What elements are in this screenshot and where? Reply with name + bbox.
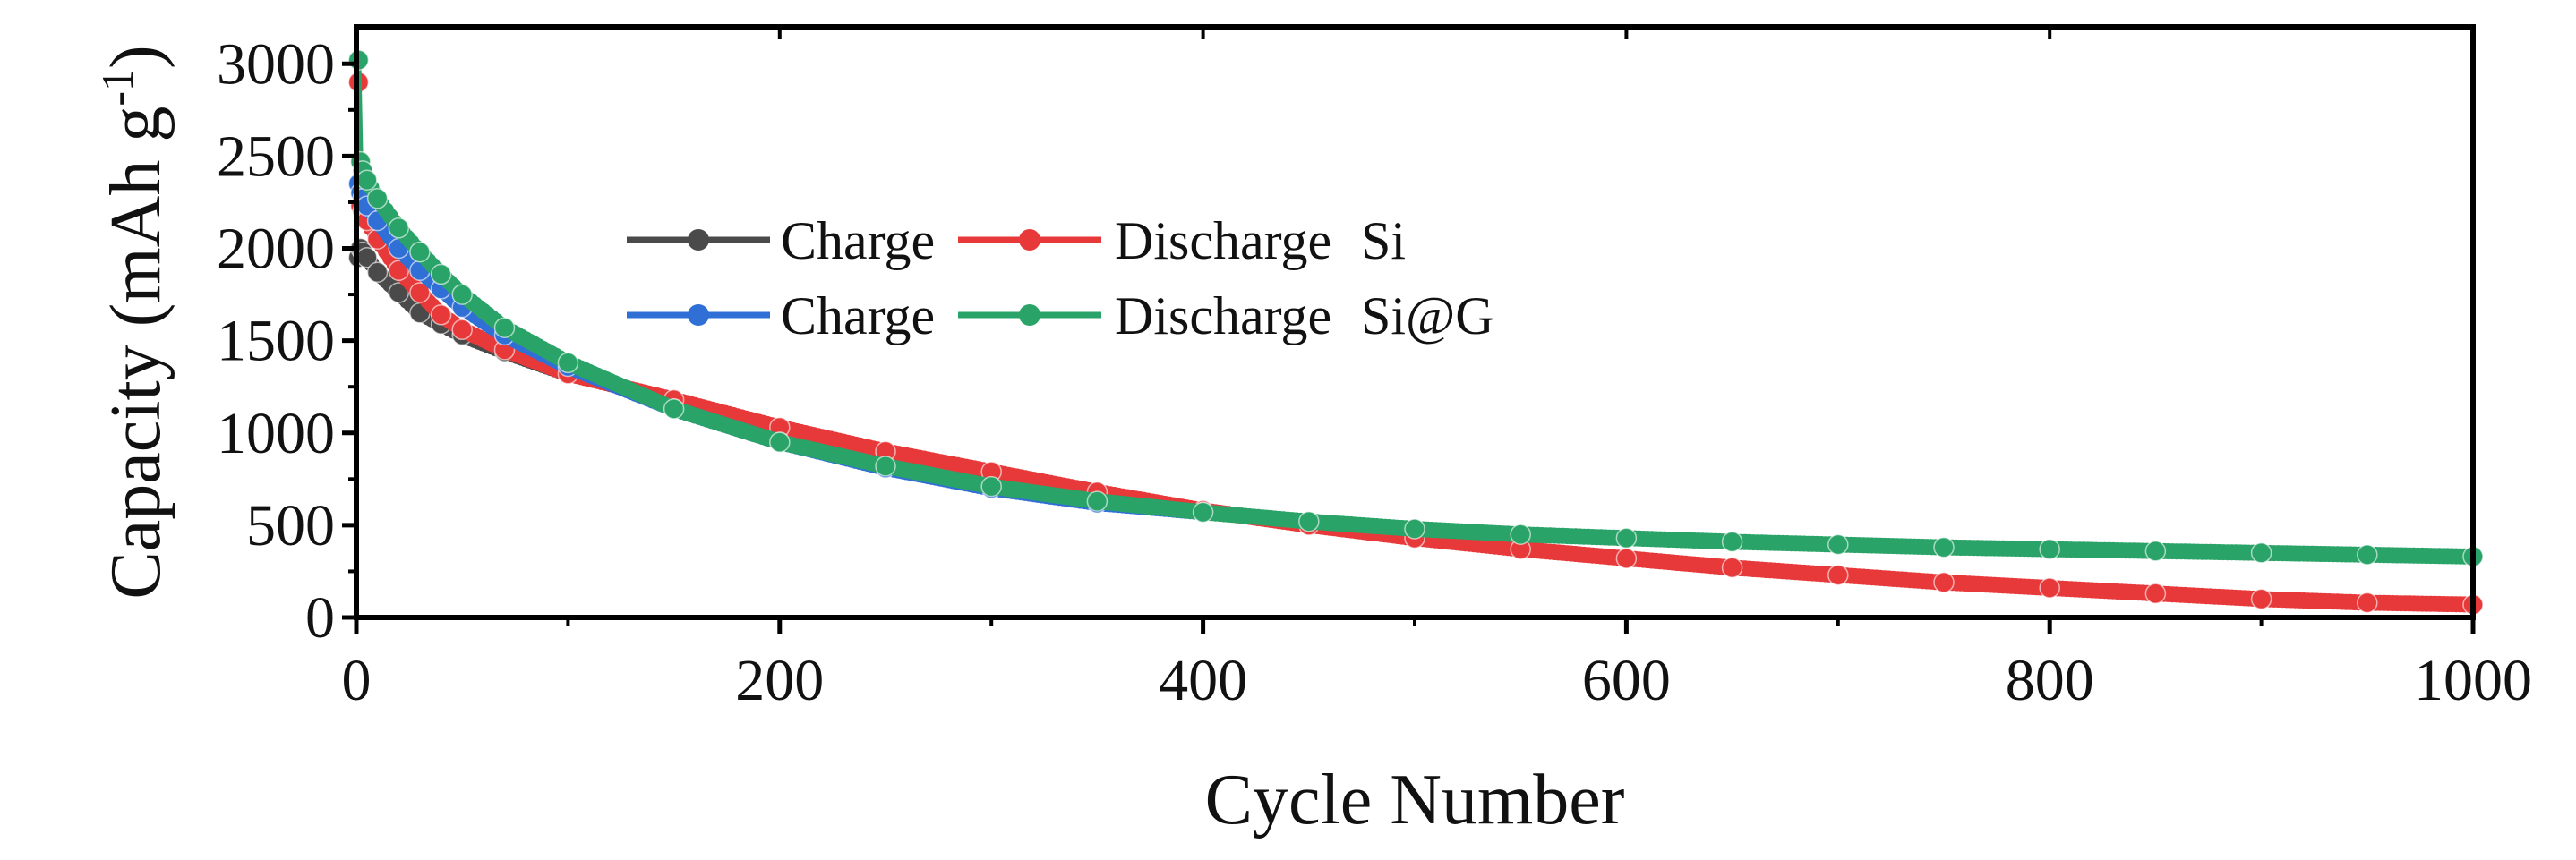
data-point-key <box>1086 490 1108 512</box>
legend-marker <box>688 304 709 326</box>
y-tick-label: 3000 <box>217 31 335 97</box>
legend-marker <box>688 229 709 251</box>
data-point-key <box>2144 541 2167 562</box>
legend-group-label: Si <box>1361 211 1406 270</box>
data-point-key <box>2357 544 2378 566</box>
legend-entry-label: Discharge <box>1115 286 1331 345</box>
series-discharge-si-g <box>347 49 2484 567</box>
data-point-key <box>1615 548 1638 569</box>
data-point-key <box>366 188 389 209</box>
x-tick-label: 200 <box>735 648 824 713</box>
data-point-key <box>366 261 389 284</box>
data-point-key <box>1298 511 1320 532</box>
x-tick-label: 0 <box>342 648 372 713</box>
data-point-key <box>430 304 452 326</box>
data-point-key <box>1404 518 1425 540</box>
y-tick-label: 1500 <box>217 309 335 374</box>
data-point-key <box>388 260 410 282</box>
legend-marker <box>1019 304 1040 326</box>
legend-row-si-g: Charge Discharge Si@G <box>627 286 1494 345</box>
legend: Charge Discharge Si Charge Discharge Si@G <box>627 211 1494 345</box>
y-axis-label-close: ) <box>97 45 175 69</box>
data-point-key <box>1510 524 1531 545</box>
data-point-key <box>1192 501 1214 524</box>
data-point-key <box>2039 577 2060 599</box>
x-tick-label: 400 <box>1159 648 1247 713</box>
legend-marker <box>1019 229 1040 251</box>
y-tick-label: 0 <box>305 585 335 651</box>
y-axis-label: Capacity (mAh g-1) <box>92 45 175 599</box>
data-point-key <box>451 284 473 305</box>
y-axis-label-main: Capacity (mAh g <box>97 106 175 600</box>
data-point-key <box>1933 536 1955 558</box>
ticks-layer: 0 200 400 600 800 1000 0 500 1000 1500 2000 2500 300… <box>217 27 2532 713</box>
legend-entry-label: Charge <box>781 211 935 270</box>
data-point-key <box>430 263 452 285</box>
data-point-key <box>2144 583 2167 604</box>
data-point-key <box>1827 564 1849 586</box>
y-axis-label-sup: -1 <box>92 69 142 106</box>
data-point-key <box>663 398 685 420</box>
y-tick-label: 500 <box>246 493 335 558</box>
data-point-key <box>1721 557 1743 579</box>
data-point-key <box>451 319 473 341</box>
data-point-key <box>2039 538 2060 560</box>
data-point-key <box>388 217 410 239</box>
x-tick-label: 1000 <box>2414 648 2532 713</box>
data-point-key <box>1615 527 1638 549</box>
x-tick-label: 800 <box>2006 648 2094 713</box>
data-point-key <box>2250 542 2272 564</box>
x-axis-label: Cycle Number <box>1205 761 1625 839</box>
legend-entry-label: Discharge <box>1115 211 1331 270</box>
data-point-key <box>2250 588 2272 610</box>
data-point-key <box>388 282 410 303</box>
legend-row-si: Charge Discharge Si <box>627 211 1406 270</box>
plot-area: 0 200 400 600 800 1000 0 500 1000 1500 2000 2500 300… <box>217 24 2532 713</box>
x-tick-label: 600 <box>1582 648 1671 713</box>
data-point-key <box>769 431 791 453</box>
y-tick-label: 2000 <box>217 217 335 282</box>
data-point-key <box>409 241 431 263</box>
data-point-key <box>557 352 579 374</box>
data-point-key <box>1827 533 1849 556</box>
data-point-key <box>875 456 896 477</box>
legend-entry-label: Charge <box>781 286 935 345</box>
data-point-key <box>2357 592 2378 614</box>
series-layer <box>347 49 2484 616</box>
legend-group-label: Si@G <box>1361 286 1494 345</box>
data-point-key <box>356 169 378 191</box>
y-tick-label: 2500 <box>217 123 335 189</box>
y-tick-label: 1000 <box>217 401 335 466</box>
data-point-key <box>1721 531 1743 553</box>
data-point-key <box>409 282 431 303</box>
data-point-key <box>1933 572 1955 593</box>
data-point-key <box>980 475 1002 498</box>
data-point-key <box>493 317 516 338</box>
